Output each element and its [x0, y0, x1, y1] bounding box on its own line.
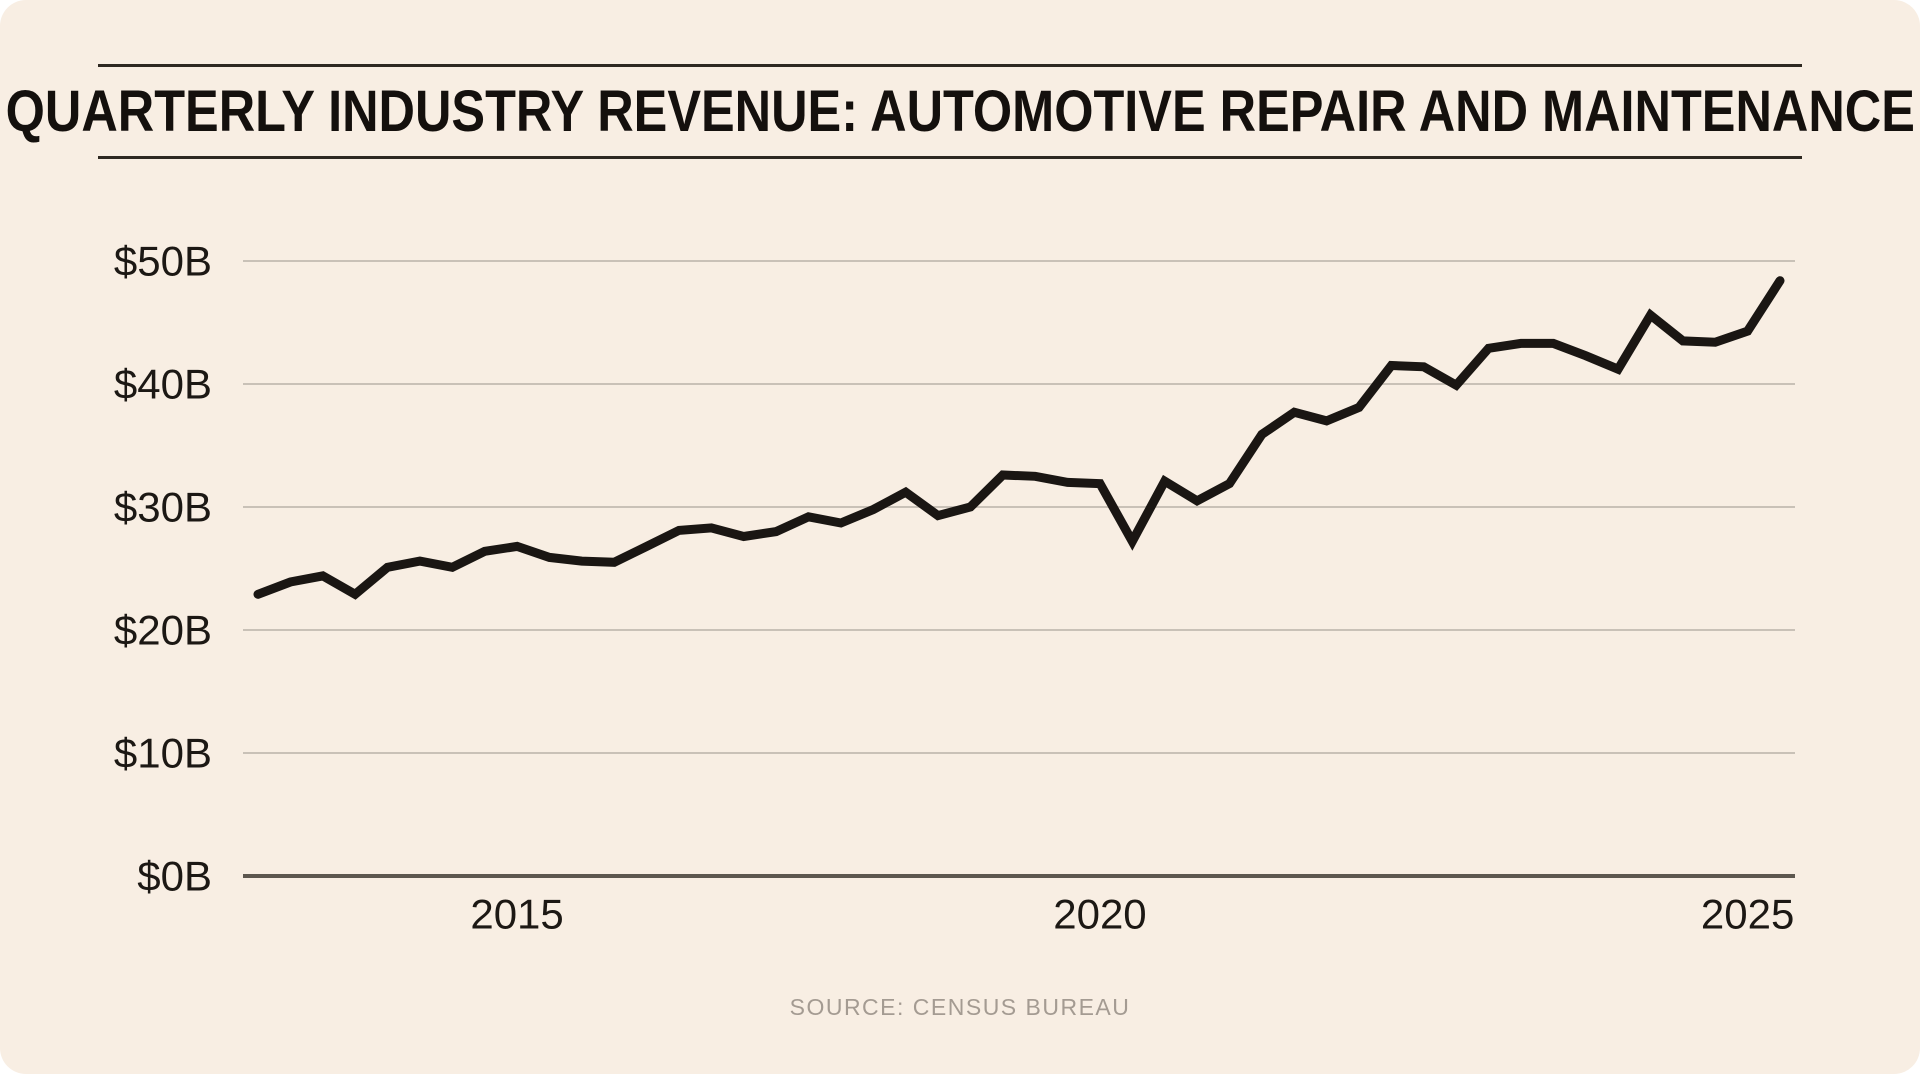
source-note: SOURCE: CENSUS BUREAU — [789, 994, 1131, 1020]
y-tick-label-10: $10B — [114, 730, 212, 777]
title-rule-top — [98, 64, 1802, 67]
title-rule-bottom — [98, 156, 1802, 159]
y-tick-label-0: $0B — [137, 853, 212, 900]
x-tick-label-2020: 2020 — [1053, 891, 1146, 938]
chart-title: QUARTERLY INDUSTRY REVENUE: AUTOMOTIVE R… — [5, 79, 1915, 144]
revenue-line — [253, 276, 1785, 600]
x-tick-label-2025: 2025 — [1701, 891, 1794, 938]
chart-header: QUARTERLY INDUSTRY REVENUE: AUTOMOTIVE R… — [0, 78, 1920, 146]
y-tick-label-50: $50B — [114, 238, 212, 285]
y-tick-label-20: $20B — [114, 607, 212, 654]
y-tick-label-40: $40B — [114, 361, 212, 408]
y-tick-label-30: $30B — [114, 484, 212, 531]
x-tick-label-2015: 2015 — [470, 891, 563, 938]
